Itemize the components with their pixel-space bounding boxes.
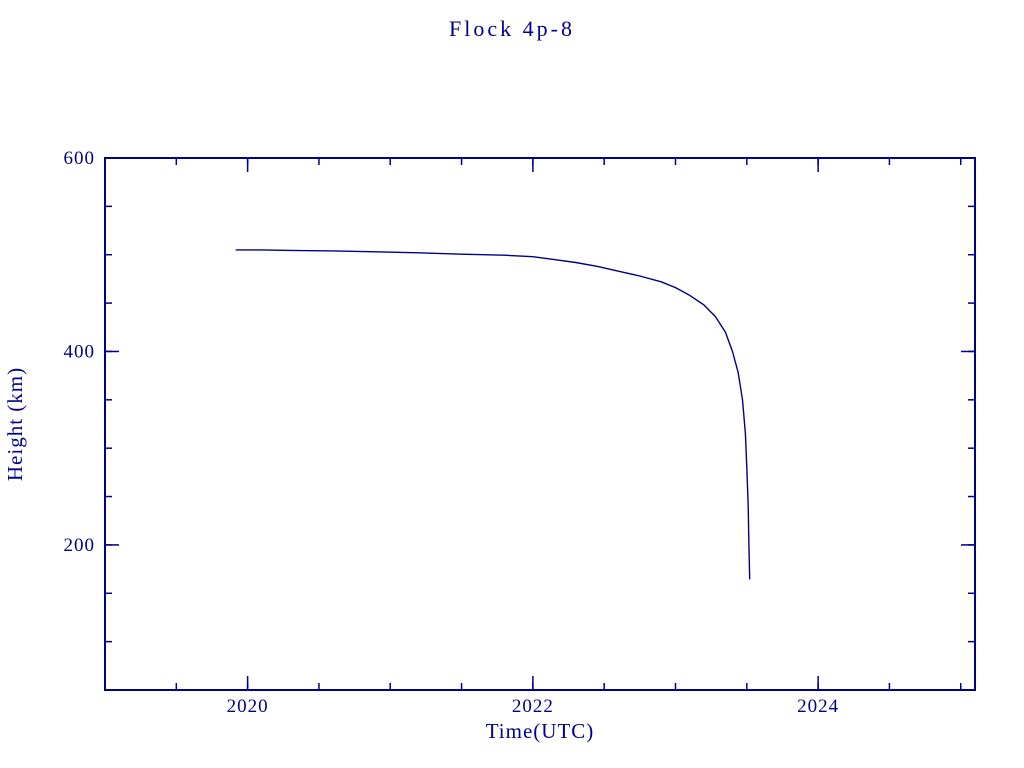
x-axis-label: Time(UTC) <box>486 719 595 743</box>
chart-title: Flock 4p-8 <box>449 16 575 41</box>
y-tick-label: 600 <box>64 148 96 169</box>
x-tick-label: 2024 <box>797 696 839 717</box>
y-tick-label: 200 <box>64 535 96 556</box>
y-axis-label: Height (km) <box>3 367 27 481</box>
x-tick-label: 2020 <box>227 696 269 717</box>
y-tick-label: 400 <box>64 341 96 362</box>
height-curve <box>235 249 751 580</box>
x-tick-label: 2022 <box>512 696 554 717</box>
plot-frame <box>104 157 976 691</box>
